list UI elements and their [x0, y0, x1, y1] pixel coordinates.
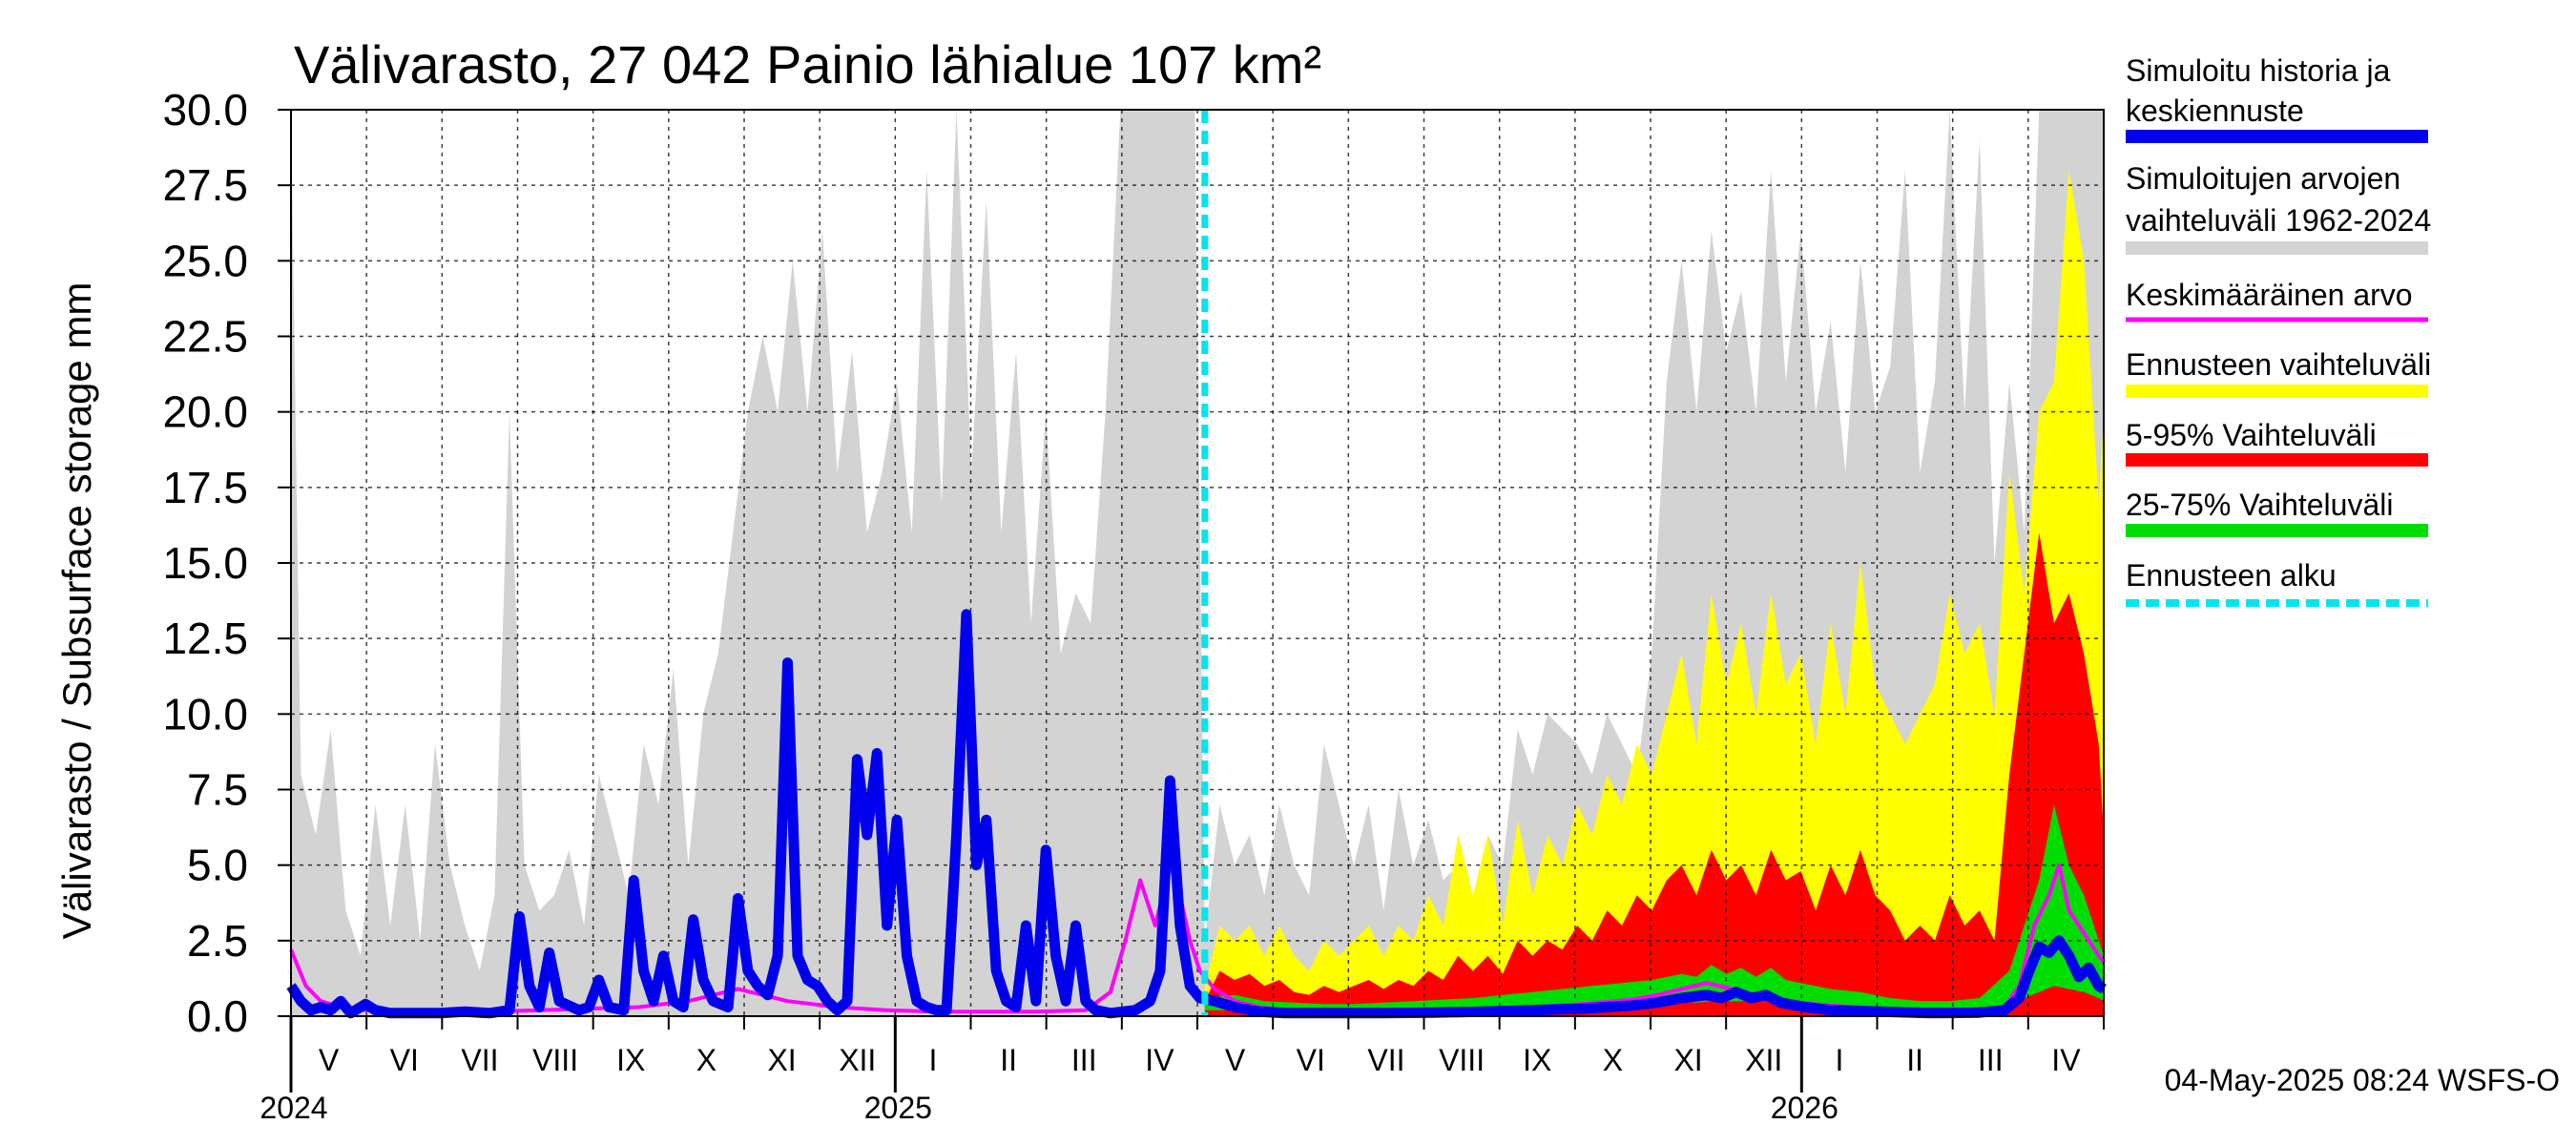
month-label: IV	[2051, 1043, 2081, 1077]
y-tick-label: 2.5	[187, 916, 248, 966]
y-tick-label: 27.5	[162, 160, 248, 210]
legend-label: Simuloitujen arvojen	[2126, 161, 2400, 196]
year-label: 2024	[260, 1091, 327, 1125]
legend-label: Keskimääräinen arvo	[2126, 278, 2413, 312]
month-label: VI	[390, 1043, 419, 1077]
chart-title: Välivarasto, 27 042 Painio lähialue 107 …	[294, 34, 1321, 94]
month-label: IV	[1145, 1043, 1174, 1077]
month-label: XI	[767, 1043, 796, 1077]
month-label: II	[1906, 1043, 1923, 1077]
month-label: VIII	[532, 1043, 578, 1077]
y-tick-label: 30.0	[162, 85, 248, 135]
y-tick-label: 5.0	[187, 841, 248, 890]
legend-label: 5-95% Vaihteluväli	[2126, 418, 2377, 452]
month-label: V	[319, 1043, 340, 1077]
month-label: XII	[1745, 1043, 1782, 1077]
year-label: 2026	[1771, 1091, 1839, 1125]
series-band-1	[1204, 170, 2104, 1017]
y-axis-label: Välivarasto / Subsurface storage mm	[54, 282, 99, 940]
month-label: III	[1978, 1043, 2004, 1077]
month-label: X	[1603, 1043, 1623, 1077]
y-tick-label: 0.0	[187, 991, 248, 1041]
month-label: III	[1071, 1043, 1097, 1077]
y-tick-label: 12.5	[162, 614, 248, 663]
month-label: IX	[1523, 1043, 1551, 1077]
month-label: I	[1835, 1043, 1843, 1077]
month-label: XII	[839, 1043, 876, 1077]
footer-timestamp: 04-May-2025 08:24 WSFS-O	[2165, 1063, 2560, 1097]
month-label: XI	[1673, 1043, 1702, 1077]
plot-area	[286, 109, 2107, 1019]
month-label: VII	[461, 1043, 498, 1077]
y-tick-label: 7.5	[187, 765, 248, 815]
month-label: II	[1000, 1043, 1017, 1077]
y-tick-label: 15.0	[162, 538, 248, 588]
month-label: VII	[1367, 1043, 1404, 1077]
legend-label: Ennusteen vaihteluväli	[2126, 347, 2431, 382]
legend-label: 25-75% Vaihteluväli	[2126, 488, 2393, 522]
y-tick-label: 20.0	[162, 387, 248, 437]
month-label: VI	[1297, 1043, 1325, 1077]
y-tick-label: 10.0	[162, 689, 248, 739]
axes: 0.0 2.5 5.0 7.5 10.0 12.5 15.0 17.5 20.0 22.5 25.0…	[162, 85, 2105, 1125]
y-tick-label: 22.5	[162, 312, 248, 362]
legend-label: Simuloitu historia ja	[2126, 53, 2391, 88]
legend-label: Ennusteen alku	[2126, 558, 2337, 593]
month-label: I	[928, 1043, 937, 1077]
series-line-1	[286, 609, 2107, 1019]
month-label: IX	[616, 1043, 645, 1077]
y-tick-label: 25.0	[162, 236, 248, 285]
y-tick-label: 17.5	[162, 463, 248, 512]
legend: Simuloitu historia ja keskiennuste Simuloi…	[2126, 53, 2431, 607]
month-label: V	[1225, 1043, 1246, 1077]
legend-label: vaihteluväli 1962-2024	[2126, 203, 2431, 238]
month-label: VIII	[1439, 1043, 1485, 1077]
month-label: X	[696, 1043, 717, 1077]
year-label: 2025	[864, 1091, 932, 1125]
legend-label: keskiennuste	[2126, 94, 2304, 128]
